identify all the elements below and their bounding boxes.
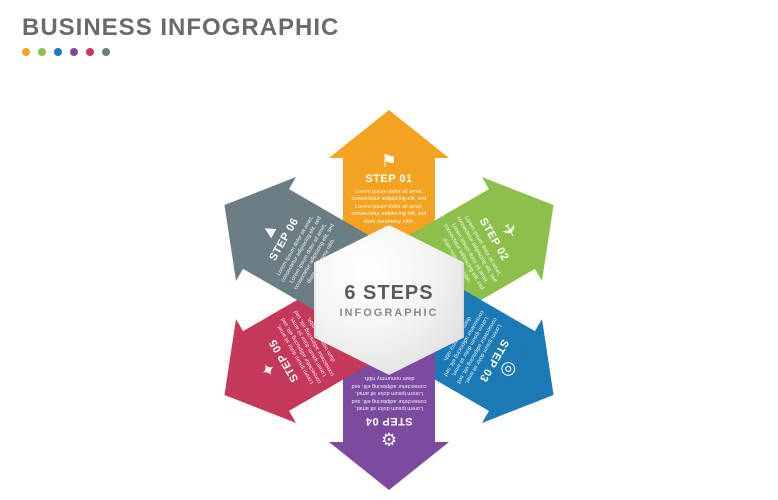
infographic-stage: ⚑STEP 01Lorem ipsum dolor sit amet, cons…: [0, 0, 778, 500]
hexagon-shape: 6 STEPS INFOGRAPHIC: [314, 225, 464, 375]
flag-icon: ⚑: [381, 152, 397, 170]
step-label: STEP 04: [365, 415, 412, 427]
gears-icon: ⚙: [381, 430, 397, 448]
target-icon: ◎: [498, 358, 521, 381]
bulb-icon: ✦: [257, 358, 280, 380]
center-line2: INFOGRAPHIC: [340, 307, 439, 319]
center-line1: 6 STEPS: [344, 282, 433, 305]
step-label: STEP 01: [365, 173, 412, 185]
rocket-icon: ✈: [498, 219, 521, 241]
center-hexagon: 6 STEPS INFOGRAPHIC: [314, 225, 464, 375]
